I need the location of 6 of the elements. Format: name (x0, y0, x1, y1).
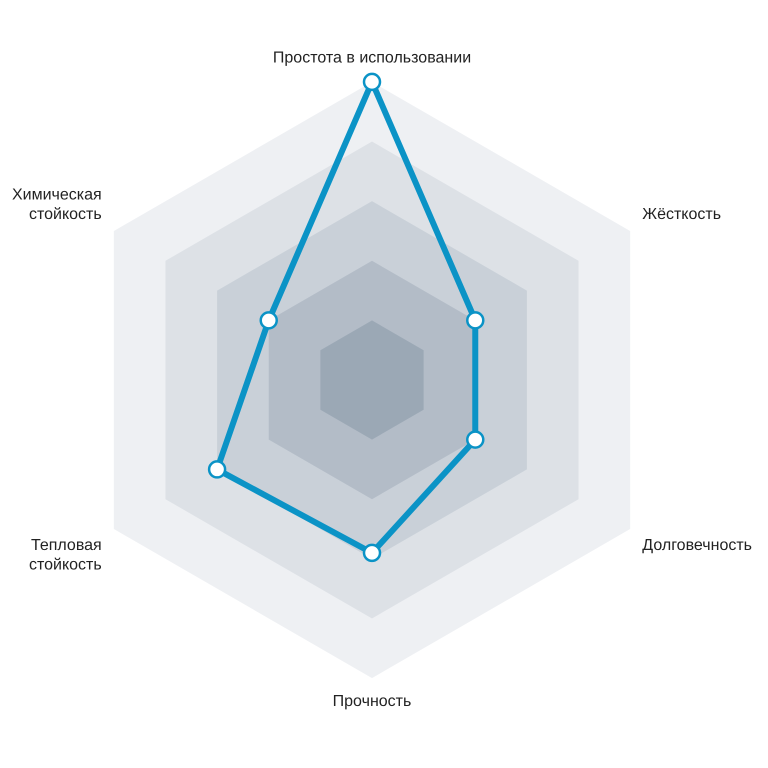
spoke-label: Долговечность (642, 537, 752, 554)
spoke-label: Жёсткость (642, 206, 722, 223)
spoke-label: Химическая стойкость (12, 186, 102, 223)
spoke-label: Тепловая стойкость (28, 537, 102, 574)
spoke-label: Простота в использовании (272, 50, 472, 67)
spoke-label: Прочность (332, 693, 412, 710)
